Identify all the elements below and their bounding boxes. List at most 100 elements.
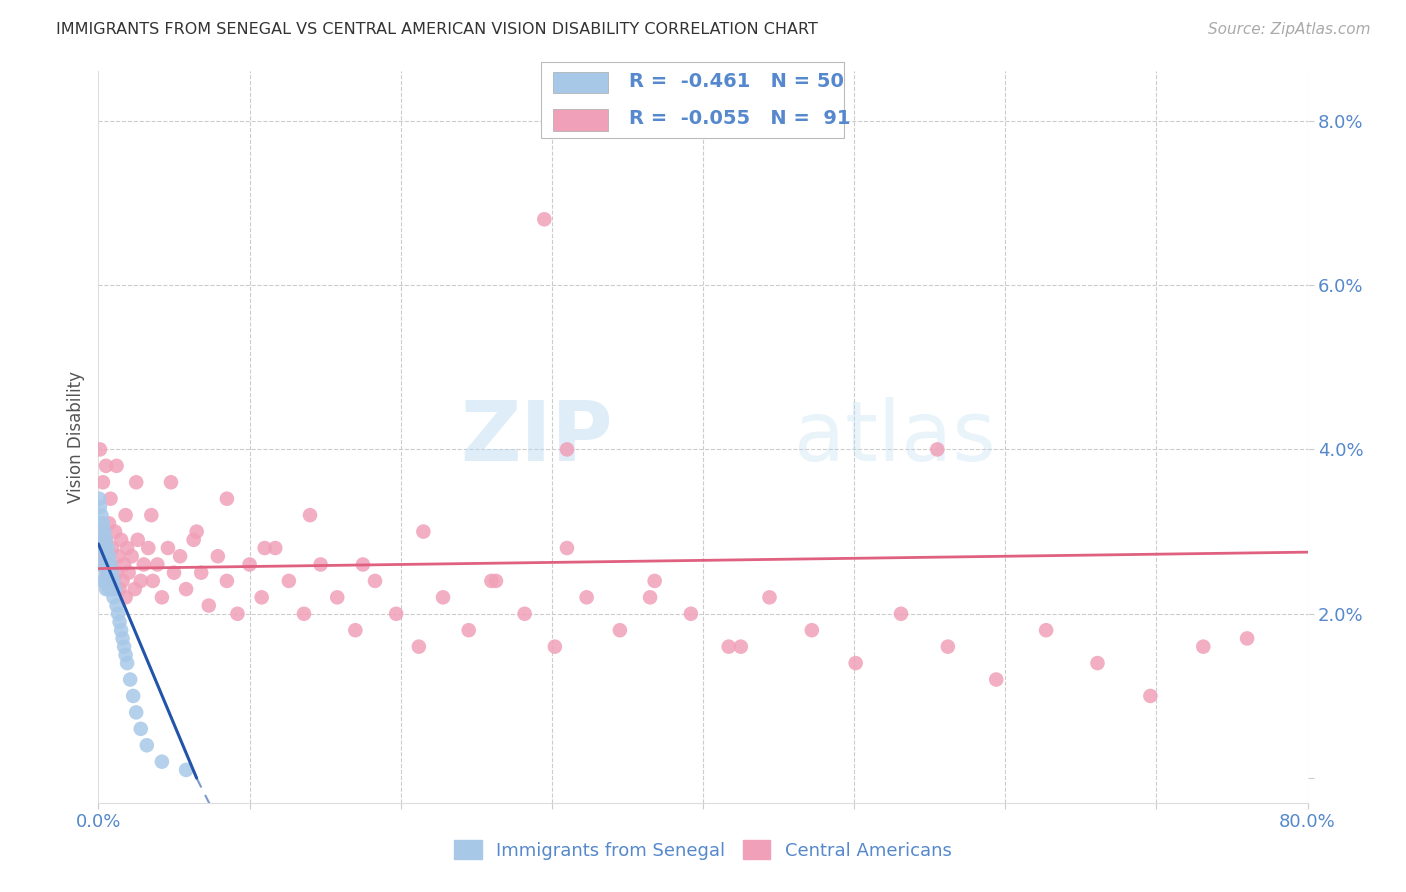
Point [758,591,780,605]
Point [156,541,179,555]
Point [91,533,114,547]
Point [127,533,149,547]
Point [110,533,132,547]
Point [264,541,287,555]
Point [105,599,128,613]
Point [513,607,536,621]
Point [408,640,430,654]
Point [679,607,702,621]
Point [485,574,508,588]
Point [129,722,152,736]
Point [142,574,165,588]
Point [555,541,578,555]
Point [1192,640,1215,654]
Point [110,624,132,638]
Point [186,524,208,539]
Point [90,541,112,555]
Point [90,558,112,572]
Point [114,648,136,662]
Point [100,558,122,572]
Point [927,442,949,457]
Point [111,574,134,588]
Point [103,574,125,588]
Point [98,582,121,596]
Point [98,516,121,531]
Point [91,475,114,490]
Point [94,533,117,547]
Point [105,566,128,580]
Point [1236,632,1258,646]
Point [481,574,503,588]
Point [107,549,129,564]
Point [1087,656,1109,670]
Point [115,541,138,555]
Point [89,500,111,514]
Point [352,558,374,572]
Point [94,533,117,547]
Point [717,640,740,654]
Point [121,549,143,564]
Point [90,508,112,523]
Point [146,558,169,572]
Point [89,558,111,572]
Point [226,607,249,621]
Point [575,591,598,605]
Point [93,541,115,555]
Point [115,656,138,670]
Point [104,524,127,539]
Point [91,516,114,531]
FancyBboxPatch shape [554,71,607,93]
Point [100,574,122,588]
Point [555,442,578,457]
Point [174,582,197,596]
Point [101,541,124,555]
Point [91,574,114,588]
Point [120,673,142,687]
Point [91,558,114,572]
Point [190,566,212,580]
Point [96,541,118,555]
Point [132,558,155,572]
Point [135,739,157,753]
Y-axis label: Vision Disability: Vision Disability [66,371,84,503]
Point [239,558,262,572]
Point [183,533,205,547]
Point [122,689,145,703]
Point [96,558,118,572]
Point [91,524,114,539]
Point [1035,624,1057,638]
Point [100,491,122,506]
Point [800,624,823,638]
Point [309,558,332,572]
Point [107,607,129,621]
Point [90,524,112,539]
Point [101,566,124,580]
Point [150,591,173,605]
Point [215,574,238,588]
Point [103,591,125,605]
Point [103,574,125,588]
Point [412,524,434,539]
Point [638,591,661,605]
Point [112,640,135,654]
Text: IMMIGRANTS FROM SENEGAL VS CENTRAL AMERICAN VISION DISABILITY CORRELATION CHART: IMMIGRANTS FROM SENEGAL VS CENTRAL AMERI… [56,22,818,37]
Point [136,541,159,555]
Point [89,516,111,531]
Point [89,541,111,555]
Point [104,582,127,596]
Text: Source: ZipAtlas.com: Source: ZipAtlas.com [1208,22,1371,37]
Text: ZIP: ZIP [460,397,613,477]
FancyBboxPatch shape [541,62,844,138]
Legend: Immigrants from Senegal, Central Americans: Immigrants from Senegal, Central America… [447,833,959,867]
Point [277,574,299,588]
Point [163,566,186,580]
Point [91,541,114,555]
Text: R =  -0.461   N = 50: R = -0.461 N = 50 [628,72,844,91]
Point [936,640,959,654]
Point [118,566,141,580]
Point [93,558,115,572]
Point [250,591,273,605]
Point [89,442,111,457]
Point [150,755,173,769]
Point [89,533,111,547]
